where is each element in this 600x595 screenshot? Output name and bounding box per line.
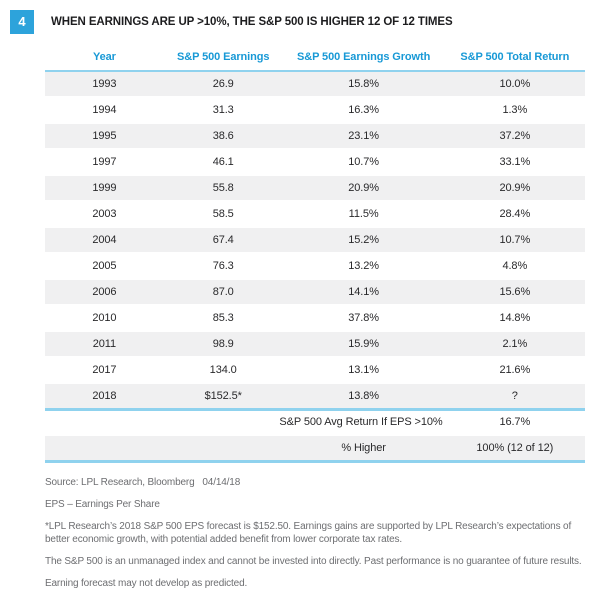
- summary-row-pct-higher: % Higher 100% (12 of 12): [45, 434, 585, 461]
- table-row: 2005 76.3 13.2% 4.8%: [45, 252, 585, 279]
- cell-earnings: 67.4: [163, 226, 283, 253]
- table-row: 1995 38.6 23.1% 37.2%: [45, 122, 585, 149]
- index-disclaimer-note: The S&P 500 is an unmanaged index and ca…: [45, 556, 582, 568]
- forecast-footnote: *LPL Research’s 2018 S&P 500 EPS forecas…: [45, 520, 572, 546]
- cell-growth: 13.1%: [282, 356, 445, 383]
- prediction-disclaimer-note: Earning forecast may not develop as pred…: [45, 578, 248, 590]
- cell-return: 4.8%: [444, 252, 585, 279]
- cell-year: 1994: [45, 96, 164, 123]
- col-header-earnings: S&P 500 Earnings: [163, 47, 283, 72]
- figure-header: 4 WHEN EARNINGS ARE UP >10%, THE S&P 500…: [0, 0, 600, 34]
- cell-earnings: 46.1: [163, 148, 283, 175]
- figure-number-badge: 4: [10, 10, 34, 34]
- summary-value-pct-higher: 100% (12 of 12): [444, 434, 585, 461]
- cell-year: 2005: [45, 252, 164, 279]
- cell-earnings: 26.9: [163, 70, 283, 97]
- cell-growth: 15.9%: [282, 330, 445, 357]
- table-row: 2003 58.5 11.5% 28.4%: [45, 200, 585, 227]
- cell-earnings: 76.3: [163, 252, 283, 279]
- cell-return: 28.4%: [444, 200, 585, 227]
- cell-earnings: 134.0: [163, 356, 283, 383]
- cell-year: 2018: [45, 382, 164, 409]
- figure-title: WHEN EARNINGS ARE UP >10%, THE S&P 500 I…: [51, 16, 453, 28]
- cell-earnings: $152.5*: [163, 382, 283, 409]
- table-row: 1993 26.9 15.8% 10.0%: [45, 70, 585, 97]
- cell-year: 1999: [45, 174, 164, 201]
- cell-return: 21.6%: [444, 356, 585, 383]
- cell-year: 2006: [45, 278, 164, 305]
- summary-label-avg-return: S&P 500 Avg Return If EPS >10%: [45, 407, 445, 435]
- cell-year: 1997: [45, 148, 164, 175]
- cell-earnings: 98.9: [163, 330, 283, 357]
- cell-return: 33.1%: [444, 148, 585, 175]
- table-row: 2006 87.0 14.1% 15.6%: [45, 278, 585, 305]
- cell-return: 2.1%: [444, 330, 585, 357]
- col-header-earnings-growth: S&P 500 Earnings Growth: [282, 47, 445, 72]
- table-row: 2010 85.3 37.8% 14.8%: [45, 304, 585, 331]
- source-note: Source: LPL Research, Bloomberg 04/14/18: [45, 476, 241, 488]
- cell-return: ?: [444, 382, 585, 409]
- cell-year: 2003: [45, 200, 164, 227]
- summary-row-avg-return: S&P 500 Avg Return If EPS >10% 16.7%: [45, 407, 585, 435]
- cell-year: 2004: [45, 226, 164, 253]
- cell-growth: 13.2%: [282, 252, 445, 279]
- col-header-year: Year: [45, 47, 164, 72]
- summary-spacer: [45, 434, 283, 461]
- cell-growth: 15.2%: [282, 226, 445, 253]
- header-row: Year S&P 500 Earnings S&P 500 Earnings G…: [45, 47, 585, 72]
- cell-earnings: 85.3: [163, 304, 283, 331]
- cell-growth: 14.1%: [282, 278, 445, 305]
- summary-value-avg-return: 16.7%: [444, 407, 585, 435]
- cell-year: 1995: [45, 122, 164, 149]
- cell-growth: 15.8%: [282, 70, 445, 97]
- cell-return: 14.8%: [444, 304, 585, 331]
- cell-growth: 23.1%: [282, 122, 445, 149]
- cell-growth: 20.9%: [282, 174, 445, 201]
- cell-earnings: 31.3: [163, 96, 283, 123]
- table-body: 1993 26.9 15.8% 10.0% 1994 31.3 16.3% 1.…: [45, 70, 585, 409]
- eps-definition-note: EPS – Earnings Per Share: [45, 498, 160, 510]
- cell-year: 2010: [45, 304, 164, 331]
- cell-growth: 13.8%: [282, 382, 445, 409]
- cell-growth: 10.7%: [282, 148, 445, 175]
- table-row: 1994 31.3 16.3% 1.3%: [45, 96, 585, 123]
- table-row: 1997 46.1 10.7% 33.1%: [45, 148, 585, 175]
- table-row: 2004 67.4 15.2% 10.7%: [45, 226, 585, 253]
- cell-earnings: 58.5: [163, 200, 283, 227]
- cell-return: 10.0%: [444, 70, 585, 97]
- cell-earnings: 55.8: [163, 174, 283, 201]
- cell-return: 37.2%: [444, 122, 585, 149]
- cell-growth: 11.5%: [282, 200, 445, 227]
- cell-growth: 16.3%: [282, 96, 445, 123]
- table-summary: S&P 500 Avg Return If EPS >10% 16.7% % H…: [45, 407, 585, 461]
- col-header-total-return: S&P 500 Total Return: [444, 47, 585, 72]
- cell-growth: 37.8%: [282, 304, 445, 331]
- table-header: Year S&P 500 Earnings S&P 500 Earnings G…: [45, 47, 585, 72]
- cell-earnings: 38.6: [163, 122, 283, 149]
- cell-return: 20.9%: [444, 174, 585, 201]
- cell-return: 1.3%: [444, 96, 585, 123]
- table-row: 1999 55.8 20.9% 20.9%: [45, 174, 585, 201]
- table-row: 2018 $152.5* 13.8% ?: [45, 382, 585, 409]
- footnotes: Source: LPL Research, Bloomberg 04/14/18…: [45, 476, 593, 591]
- cell-year: 2011: [45, 330, 164, 357]
- cell-year: 1993: [45, 70, 164, 97]
- summary-label-pct-higher: % Higher: [282, 434, 445, 461]
- cell-return: 10.7%: [444, 226, 585, 253]
- table-row: 2017 134.0 13.1% 21.6%: [45, 356, 585, 383]
- cell-year: 2017: [45, 356, 164, 383]
- cell-earnings: 87.0: [163, 278, 283, 305]
- table-row: 2011 98.9 15.9% 2.1%: [45, 330, 585, 357]
- cell-return: 15.6%: [444, 278, 585, 305]
- earnings-table: Year S&P 500 Earnings S&P 500 Earnings G…: [45, 47, 585, 463]
